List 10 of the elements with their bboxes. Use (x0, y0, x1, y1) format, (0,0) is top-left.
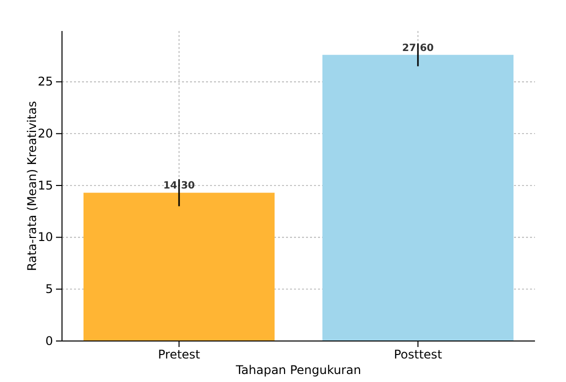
y-tick-label: 0 (45, 334, 53, 348)
y-tick-label: 15 (38, 178, 53, 192)
x-tick-label: Posttest (394, 348, 442, 362)
x-axis-title: Tahapan Pengukuran (234, 363, 362, 377)
y-tick-label: 25 (38, 74, 53, 89)
x-tick-label: Pretest (158, 348, 200, 362)
y-tick-label: 20 (38, 126, 53, 140)
y-axis-title: Rata-rata (Mean) Kreativitas (25, 101, 39, 271)
y-tick-label: 5 (45, 282, 53, 296)
y-tick-label: 10 (38, 230, 53, 244)
